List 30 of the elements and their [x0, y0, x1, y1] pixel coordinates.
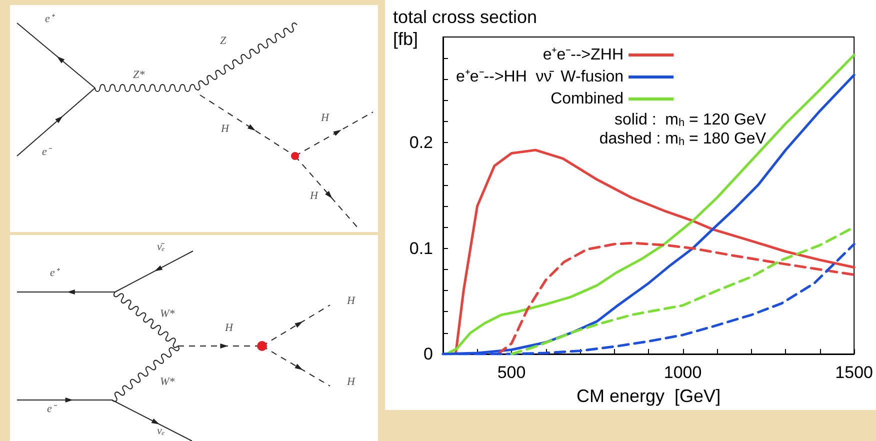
text: e⁺: [50, 267, 61, 279]
text: e⁻: [47, 403, 58, 415]
text: H: [309, 190, 319, 202]
y-tick-label: 0.2: [409, 133, 433, 152]
text: H: [346, 376, 356, 388]
annotation: solid : mh = 120 GeV: [614, 112, 766, 129]
text: ν̄ₑ: [157, 241, 165, 253]
y-tick-label: 0: [424, 344, 433, 364]
annotation: dashed : mh = 180 GeV: [599, 130, 766, 148]
y-tick-label: 0.1: [409, 238, 433, 258]
text: Z*: [133, 69, 146, 81]
text: Z: [220, 35, 227, 47]
legend-label: e⁺e⁻-->HH νν̄ W-fusion: [456, 68, 624, 86]
text: H: [346, 295, 356, 307]
y-axis-title: total cross section [fb]: [393, 7, 542, 49]
text: W*: [160, 308, 176, 320]
text: νₑ: [157, 425, 165, 437]
line-series: [454, 148, 856, 356]
text: e⁺: [45, 13, 56, 25]
text: W*: [160, 376, 176, 388]
x-axis-title: CM energy [GeV]: [576, 386, 721, 406]
x-tick-label: 1500: [835, 363, 874, 382]
x-tick-label: 500: [497, 363, 526, 382]
text: H: [220, 123, 230, 135]
text: H: [320, 112, 330, 124]
text: H: [224, 322, 234, 334]
legend-label: Combined: [550, 90, 624, 108]
x-tick-label: 1000: [664, 363, 702, 382]
legend-label: e⁺e⁻-->ZHH: [542, 46, 624, 64]
text: e⁻: [42, 146, 53, 158]
